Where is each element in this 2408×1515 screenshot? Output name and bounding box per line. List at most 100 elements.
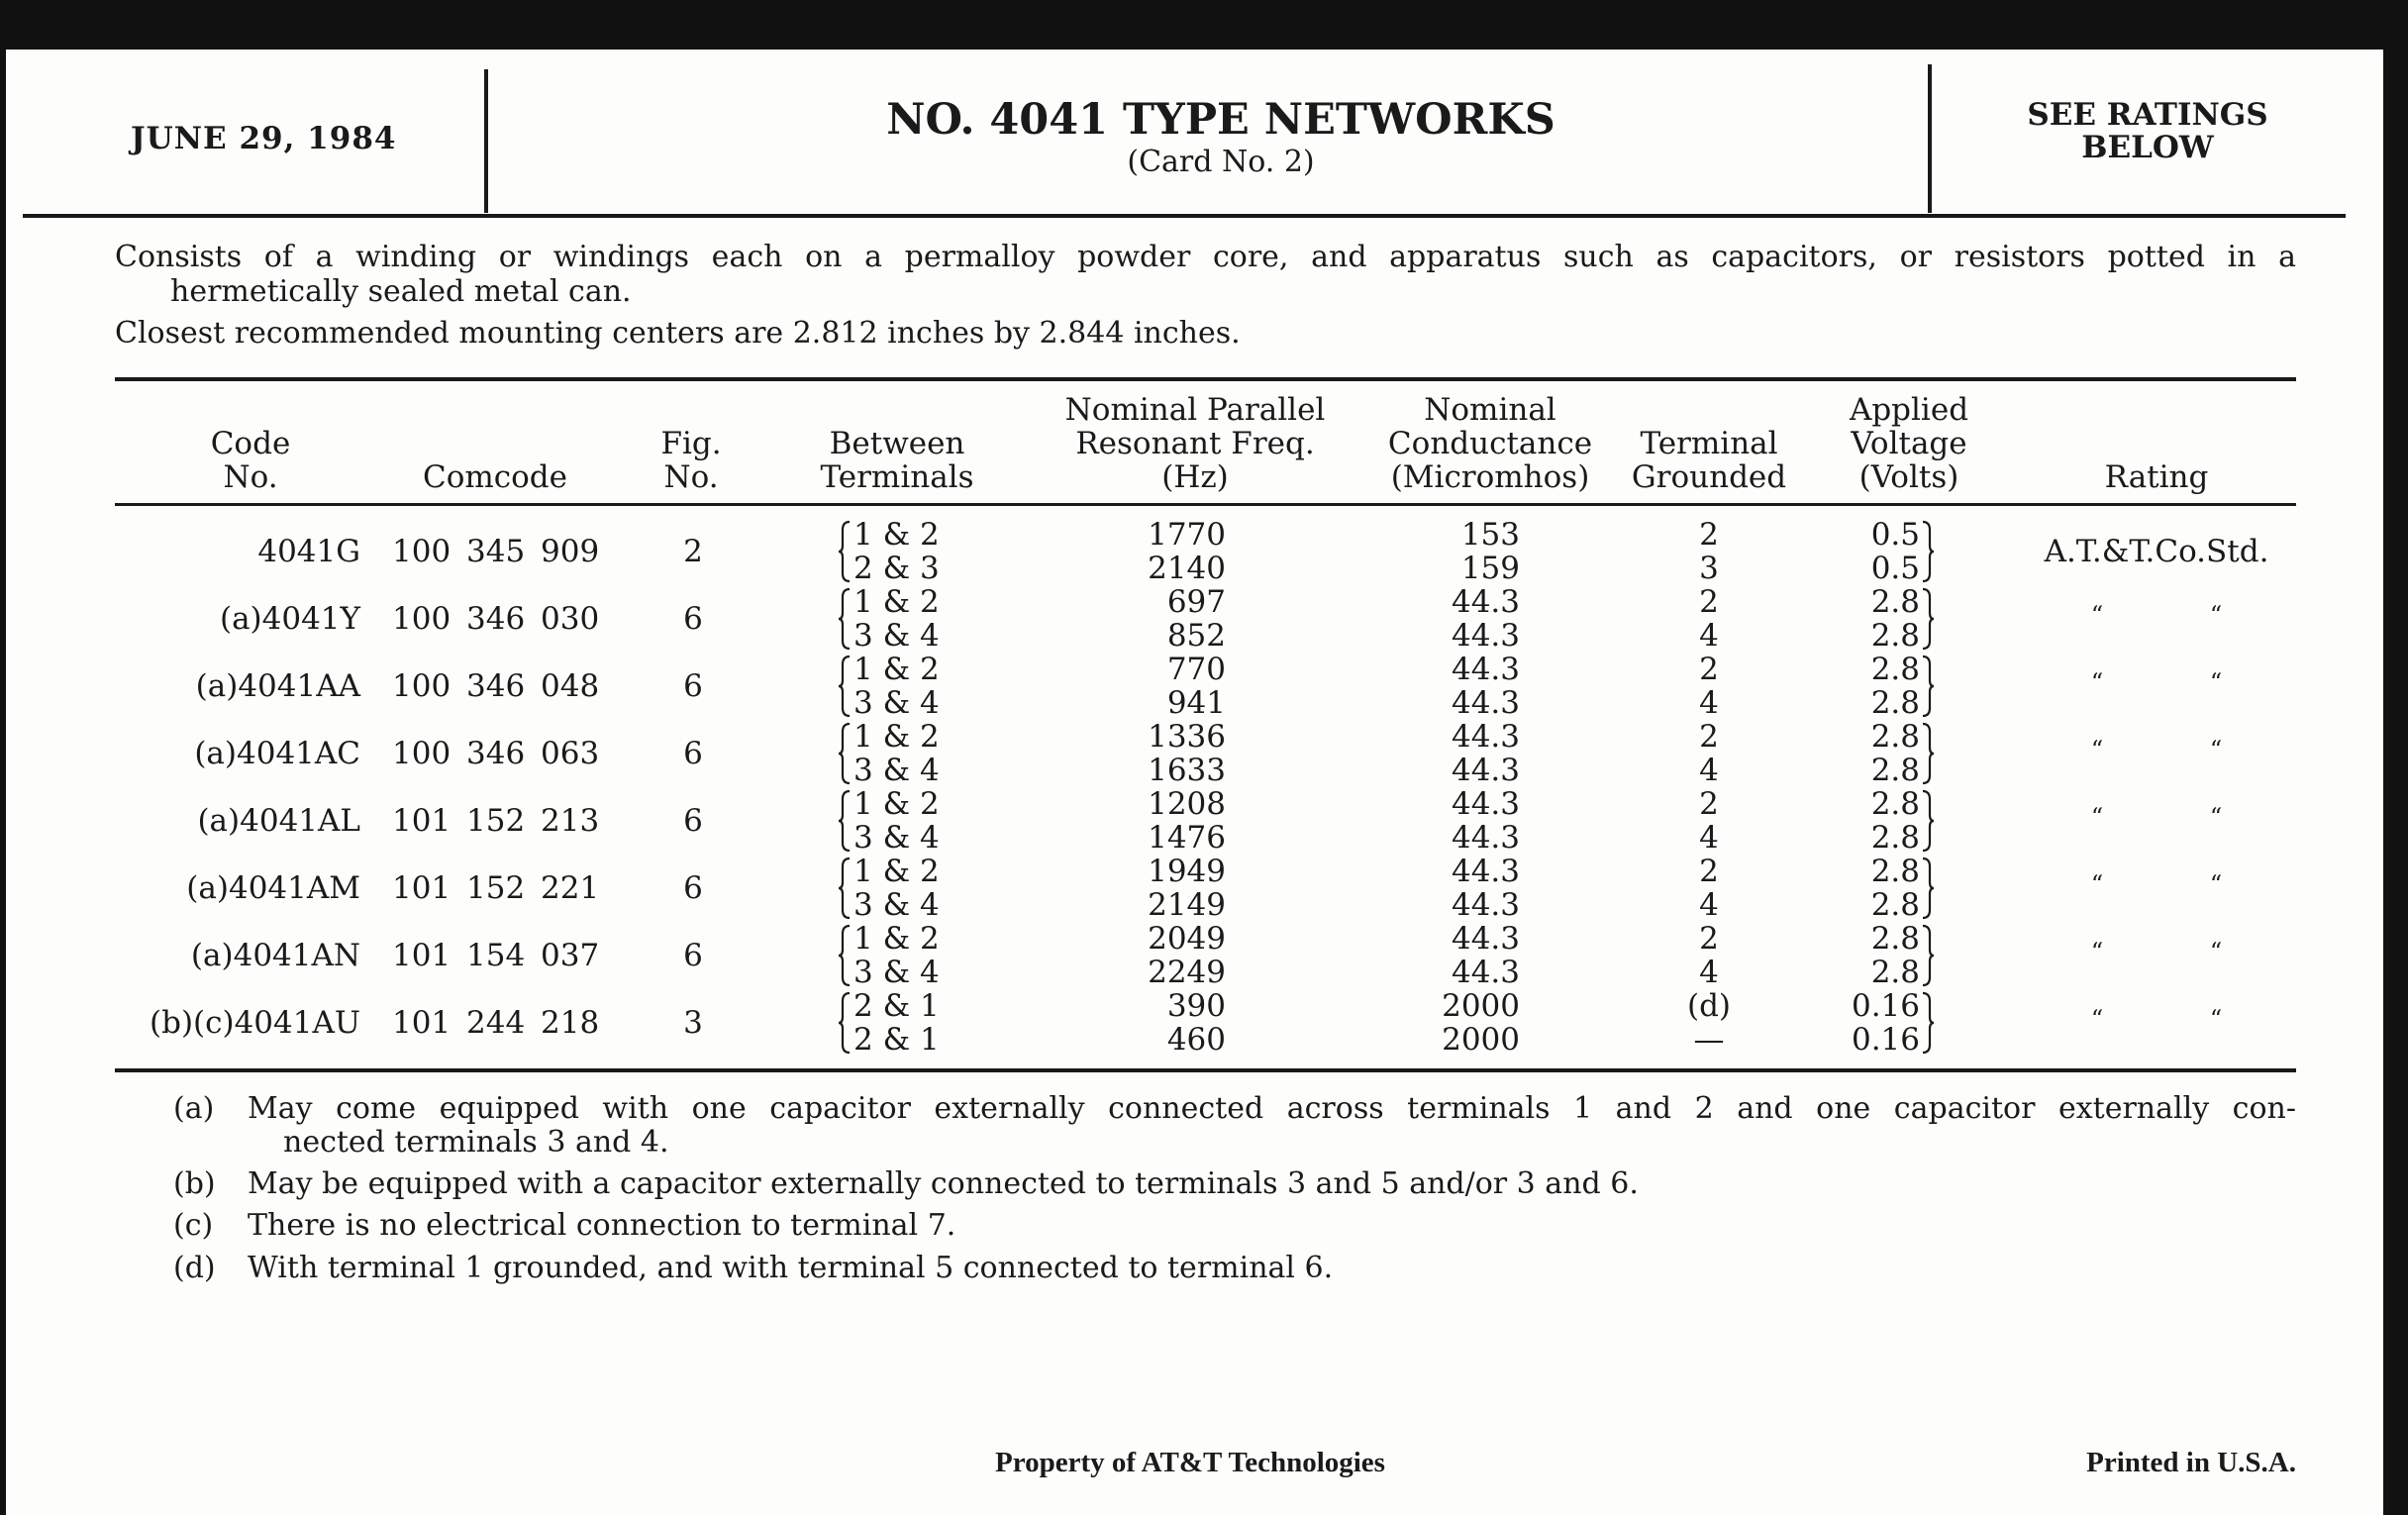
column-header-line: Resonant Freq. <box>1075 426 1315 461</box>
applied-voltage: 2.8 <box>1870 652 1920 687</box>
right-brace-icon <box>1922 857 1935 920</box>
column-header-line: Applied <box>1849 392 1969 428</box>
code-no: (a)4041AL <box>197 803 360 839</box>
conductance: 44.3 <box>1451 887 1520 923</box>
resonant-freq: 1476 <box>1148 820 1226 856</box>
fig-no: 6 <box>683 870 703 906</box>
left-brace-icon <box>838 789 851 853</box>
conductance: 44.3 <box>1451 921 1520 957</box>
left-brace-icon <box>838 587 851 651</box>
conductance: 159 <box>1460 551 1520 586</box>
resonant-freq: 1770 <box>1148 517 1226 553</box>
fig-no: 6 <box>683 668 703 704</box>
column-header-line: Code <box>210 426 291 461</box>
resonant-freq: 2249 <box>1148 955 1226 990</box>
terminal-grounded: 2 <box>1699 786 1719 822</box>
table-bottom-rule <box>115 1068 2296 1072</box>
conductance: 2000 <box>1442 1022 1520 1058</box>
intro-line-3: Closest recommended mounting centers are… <box>115 316 1241 351</box>
terminal-grounded: 4 <box>1699 820 1719 856</box>
footnote-label: (d) <box>173 1251 216 1285</box>
code-no: (a)4041AC <box>194 736 360 771</box>
comcode: 101 244 218 <box>392 1005 600 1041</box>
between-terminals: 1 & 2 <box>853 719 940 755</box>
resonant-freq: 941 <box>1166 685 1226 721</box>
rating-ditto: “ “ <box>2090 601 2223 629</box>
code-no: (a)4041AM <box>186 870 360 906</box>
table-header-rule <box>115 503 2296 506</box>
right-brace-icon <box>1922 722 1935 785</box>
between-terminals: 1 & 2 <box>853 652 940 687</box>
footnote-text: There is no electrical connection to ter… <box>248 1208 956 1243</box>
left-brace-icon <box>838 924 851 987</box>
resonant-freq: 1633 <box>1148 753 1226 788</box>
left-brace-icon <box>838 722 851 785</box>
rating-ditto: “ “ <box>2090 1005 2223 1033</box>
footnote-label: (a) <box>173 1091 215 1126</box>
terminal-grounded: 2 <box>1699 517 1719 553</box>
terminal-grounded: 2 <box>1699 719 1719 755</box>
comcode: 100 346 030 <box>392 601 600 637</box>
code-no: (a)4041AA <box>195 668 360 704</box>
applied-voltage: 2.8 <box>1870 584 1920 620</box>
column-header-line: Comcode <box>423 459 567 495</box>
resonant-freq: 390 <box>1166 988 1226 1024</box>
rating-ditto: “ “ <box>2090 668 2223 696</box>
comcode: 100 346 063 <box>392 736 600 771</box>
between-terminals: 3 & 4 <box>853 955 940 990</box>
right-brace-icon <box>1922 991 1935 1055</box>
comcode: 101 152 213 <box>392 803 600 839</box>
applied-voltage: 2.8 <box>1870 786 1920 822</box>
applied-voltage: 2.8 <box>1870 719 1920 755</box>
header-divider-right <box>1928 64 1932 213</box>
footnote-label: (b) <box>173 1166 216 1201</box>
column-header-line: (Volts) <box>1858 459 1959 495</box>
footnote-text: With terminal 1 grounded, and with termi… <box>248 1251 1334 1285</box>
code-no: (a)4041Y <box>219 601 360 637</box>
column-header-line: Conductance <box>1387 426 1593 461</box>
resonant-freq: 2049 <box>1148 921 1226 957</box>
between-terminals: 1 & 2 <box>853 921 940 957</box>
footnote-text: May come equipped with one capacitor ext… <box>248 1091 2296 1126</box>
code-no: (b)(c)4041AU <box>150 1005 360 1041</box>
column-header-line: (Micromhos) <box>1390 459 1590 495</box>
right-brace-icon <box>1922 587 1935 651</box>
applied-voltage: 0.16 <box>1851 1022 1920 1058</box>
comcode: 101 152 221 <box>392 870 600 906</box>
applied-voltage: 2.8 <box>1870 820 1920 856</box>
column-header-line: Fig. <box>660 426 722 461</box>
terminal-grounded: 4 <box>1699 955 1719 990</box>
applied-voltage: 0.5 <box>1870 517 1920 553</box>
between-terminals: 2 & 1 <box>853 988 940 1024</box>
column-header-line: Terminals <box>820 459 974 495</box>
right-brace-icon <box>1922 520 1935 583</box>
applied-voltage: 2.8 <box>1870 618 1920 654</box>
between-terminals: 3 & 4 <box>853 887 940 923</box>
right-brace-icon <box>1922 655 1935 718</box>
right-brace-icon <box>1922 924 1935 987</box>
column-header-line: Nominal Parallel <box>1064 392 1326 428</box>
column-header-line: Terminal <box>1640 426 1778 461</box>
terminal-grounded: 2 <box>1699 652 1719 687</box>
footnote-label: (c) <box>173 1208 214 1243</box>
between-terminals: 1 & 2 <box>853 854 940 889</box>
terminal-grounded: (d) <box>1686 988 1732 1024</box>
conductance: 44.3 <box>1451 685 1520 721</box>
right-brace-icon <box>1922 789 1935 853</box>
between-terminals: 1 & 2 <box>853 786 940 822</box>
between-terminals: 3 & 4 <box>853 618 940 654</box>
conductance: 44.3 <box>1451 854 1520 889</box>
fig-no: 2 <box>683 534 703 569</box>
card-title: NO. 4041 TYPE NETWORKS <box>886 95 1555 145</box>
column-header-line: Rating <box>2104 459 2209 495</box>
footnote-text: May be equipped with a capacitor externa… <box>248 1166 1639 1201</box>
terminal-grounded: 2 <box>1699 854 1719 889</box>
rating-ditto: “ “ <box>2090 938 2223 965</box>
conductance: 44.3 <box>1451 719 1520 755</box>
fig-no: 6 <box>683 938 703 973</box>
conductance: 153 <box>1460 517 1520 553</box>
between-terminals: 1 & 2 <box>853 517 940 553</box>
rating-ditto: “ “ <box>2090 736 2223 763</box>
comcode: 100 345 909 <box>392 534 600 569</box>
applied-voltage: 2.8 <box>1870 854 1920 889</box>
